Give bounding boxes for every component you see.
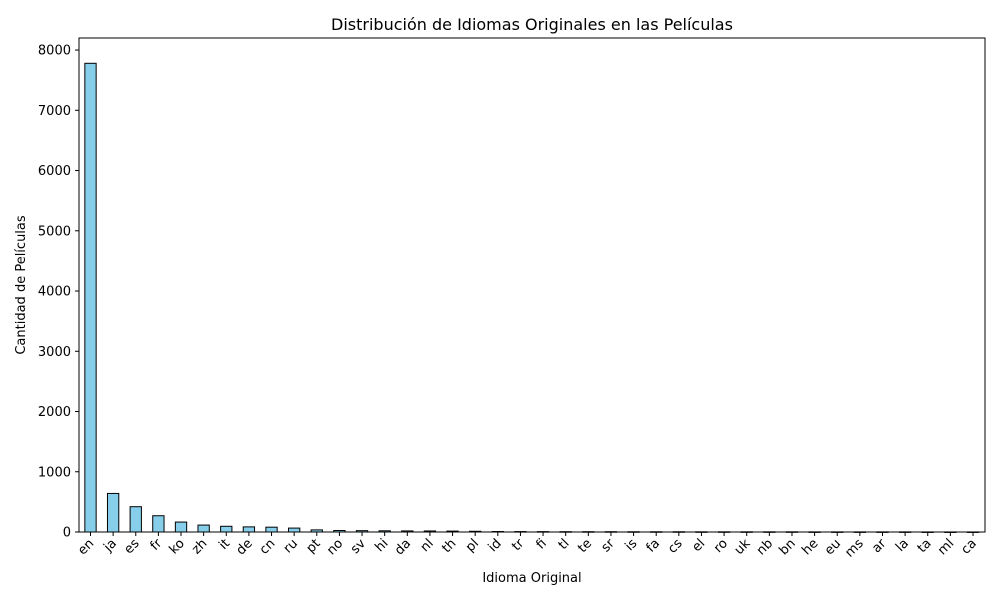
- bar-ko: [174, 521, 188, 533]
- x-tick-label-eu: eu: [822, 536, 844, 558]
- bar-fr: [152, 515, 165, 533]
- x-tick-label-es: es: [122, 536, 143, 557]
- y-tick-label-4000: 4000: [38, 285, 71, 300]
- plot-frame: [78, 37, 986, 533]
- x-tick-label-ro: ro: [711, 536, 731, 556]
- x-tick-label-it: it: [216, 536, 233, 553]
- x-tick-label-pt: pt: [304, 536, 324, 556]
- y-tick-label-8000: 8000: [38, 44, 71, 59]
- y-tick-label-7000: 7000: [38, 104, 71, 119]
- x-tick-label-tr: tr: [509, 536, 527, 554]
- x-tick-label-sr: sr: [599, 536, 619, 556]
- x-tick-label-ar: ar: [869, 536, 889, 556]
- x-tick-label-la: la: [893, 536, 912, 555]
- y-tick-label-3000: 3000: [38, 345, 71, 360]
- x-tick-label-cn: cn: [257, 536, 278, 557]
- x-tick-label-no: no: [324, 536, 346, 558]
- x-tick-label-ms: ms: [842, 536, 867, 561]
- x-tick-label-uk: uk: [732, 536, 754, 558]
- x-tick-label-ko: ko: [167, 536, 188, 557]
- x-tick-label-el: el: [689, 536, 708, 555]
- bar-ru: [287, 527, 301, 533]
- x-tick-label-ta: ta: [915, 536, 935, 556]
- x-tick-label-id: id: [486, 536, 505, 555]
- bar-it: [220, 525, 233, 533]
- y-axis: 0 1000 2000 3000 4000 5000 6000 7000 8000: [38, 44, 79, 541]
- x-tick-label-fa: fa: [644, 536, 663, 555]
- chart-title: Distribución de Idiomas Originales en la…: [331, 15, 733, 34]
- x-tick-label-th: th: [439, 536, 459, 556]
- x-tick-label-nl: nl: [418, 536, 437, 555]
- x-tick-label-is: is: [622, 536, 640, 554]
- x-tick-label-ru: ru: [281, 536, 301, 556]
- x-tick-label-hi: hi: [373, 536, 392, 555]
- x-tick-label-sv: sv: [348, 536, 369, 557]
- bar-es: [129, 506, 142, 533]
- x-tick-label-da: da: [392, 536, 414, 558]
- x-tick-label-ml: ml: [935, 536, 957, 558]
- x-tick-label-fi: fi: [533, 536, 549, 552]
- bars-group: [84, 62, 980, 533]
- x-axis: en ja es fr ko zh it de cn ru pt no sv hi da nl th pl id tr…: [75, 532, 980, 561]
- x-tick-label-bn: bn: [777, 536, 799, 558]
- x-tick-label-cs: cs: [665, 536, 686, 557]
- x-axis-label: Idioma Original: [482, 571, 581, 586]
- x-tick-label-fr: fr: [148, 536, 166, 554]
- x-tick-label-tl: tl: [556, 536, 573, 553]
- x-tick-label-ca: ca: [959, 536, 980, 557]
- bar-ja: [106, 492, 120, 533]
- x-tick-label-ja: ja: [100, 536, 120, 556]
- bar-cn: [265, 526, 278, 533]
- y-tick-label-6000: 6000: [38, 164, 71, 179]
- x-tick-label-te: te: [575, 536, 595, 556]
- y-tick-label-1000: 1000: [38, 465, 71, 480]
- x-tick-label-en: en: [75, 536, 97, 558]
- x-tick-label-nb: nb: [754, 536, 776, 558]
- bar-de: [242, 526, 256, 533]
- bar-zh: [197, 524, 210, 533]
- y-tick-label-2000: 2000: [38, 405, 71, 420]
- x-tick-label-de: de: [234, 536, 256, 558]
- x-tick-label-he: he: [799, 536, 821, 558]
- y-axis-label: Cantidad de Películas: [14, 215, 29, 355]
- y-tick-label-5000: 5000: [38, 224, 71, 239]
- x-tick-label-pl: pl: [463, 536, 482, 555]
- bar-en: [84, 62, 97, 533]
- y-tick-label-0: 0: [63, 526, 71, 541]
- x-tick-label-zh: zh: [189, 536, 210, 557]
